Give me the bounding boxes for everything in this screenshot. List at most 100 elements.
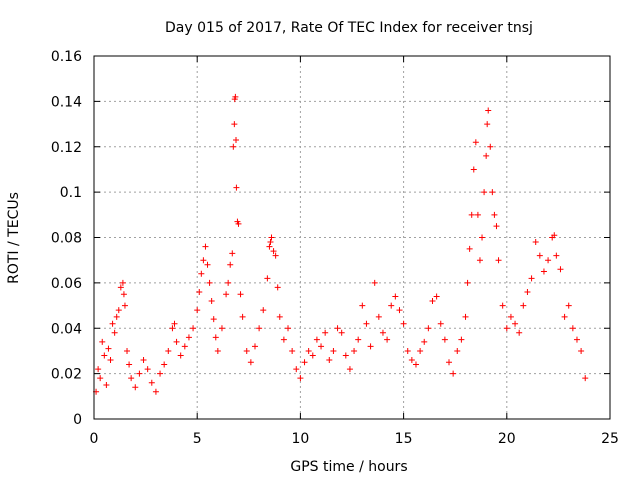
data-point: [476, 257, 483, 264]
data-point: [233, 136, 240, 143]
data-point: [551, 232, 558, 239]
data-point: [126, 361, 133, 368]
data-point: [260, 307, 267, 314]
grid-layer: [94, 56, 610, 419]
data-point: [346, 366, 353, 373]
data-point: [190, 325, 197, 332]
data-point: [173, 338, 180, 345]
data-point: [351, 347, 358, 354]
y-tick-label: 0.16: [51, 49, 82, 65]
data-point: [305, 347, 312, 354]
data-point: [107, 357, 114, 364]
data-point: [251, 343, 258, 350]
data-point: [493, 223, 500, 230]
data-point: [218, 325, 225, 332]
data-point: [247, 359, 254, 366]
data-point: [485, 107, 492, 114]
data-point: [266, 243, 273, 250]
data-point: [119, 279, 126, 286]
data-point: [561, 313, 568, 320]
data-point: [169, 325, 176, 332]
data-point: [503, 325, 510, 332]
data-point: [582, 375, 589, 382]
data-point: [313, 336, 320, 343]
data-point: [161, 361, 168, 368]
data-point: [367, 343, 374, 350]
data-point: [301, 359, 308, 366]
data-point: [136, 370, 143, 377]
data-point: [396, 307, 403, 314]
data-point: [225, 279, 232, 286]
y-tick-label: 0.06: [51, 276, 82, 292]
data-point: [470, 166, 477, 173]
data-point: [379, 329, 386, 336]
data-point: [429, 298, 436, 305]
y-tick-label: 0.12: [51, 140, 82, 156]
data-point: [481, 189, 488, 196]
data-point: [355, 336, 362, 343]
data-point: [267, 239, 274, 246]
data-point: [499, 302, 506, 309]
data-point: [516, 329, 523, 336]
data-point: [573, 336, 580, 343]
data-point: [272, 252, 279, 259]
data-point: [157, 370, 164, 377]
data-point: [181, 343, 188, 350]
data-point: [232, 93, 239, 100]
data-point: [569, 325, 576, 332]
data-point: [474, 211, 481, 218]
data-point: [421, 338, 428, 345]
data-point: [212, 334, 219, 341]
data-point: [375, 313, 382, 320]
data-point: [400, 320, 407, 327]
data-point: [268, 234, 275, 241]
data-point: [462, 313, 469, 320]
data-point: [231, 121, 238, 128]
data-point: [536, 252, 543, 259]
data-point: [274, 284, 281, 291]
data-point: [464, 279, 471, 286]
data-point: [171, 320, 178, 327]
data-point: [285, 325, 292, 332]
data-point: [441, 336, 448, 343]
data-point: [545, 257, 552, 264]
data-point: [487, 143, 494, 150]
x-tick-label: 10: [291, 431, 309, 447]
data-point: [144, 366, 151, 373]
data-point: [270, 248, 277, 255]
data-point: [408, 357, 415, 364]
data-point: [289, 347, 296, 354]
data-point: [565, 302, 572, 309]
data-point: [140, 357, 147, 364]
data-point: [495, 257, 502, 264]
data-point: [239, 313, 246, 320]
data-point: [194, 307, 201, 314]
y-tick-label: 0.1: [60, 185, 82, 201]
data-point: [458, 336, 465, 343]
data-point: [468, 211, 475, 218]
data-point: [322, 329, 329, 336]
data-point: [214, 347, 221, 354]
data-point: [280, 336, 287, 343]
data-point: [124, 347, 131, 354]
y-tick-label: 0.08: [51, 231, 82, 247]
plot-frame: [93, 55, 611, 420]
data-point: [363, 320, 370, 327]
data-point: [326, 357, 333, 364]
data-point: [507, 313, 514, 320]
data-point: [540, 268, 547, 275]
data-point: [202, 243, 209, 250]
x-tick-label: 20: [498, 431, 516, 447]
data-point: [404, 347, 411, 354]
data-point: [233, 184, 240, 191]
data-point: [103, 381, 110, 388]
y-tick-label: 0.02: [51, 367, 82, 383]
data-point: [297, 375, 304, 382]
x-axis-label: GPS time / hours: [290, 459, 407, 475]
data-point: [206, 279, 213, 286]
y-axis-label: ROTI / TECUs: [6, 192, 22, 284]
y-tick-label: 0: [73, 412, 82, 428]
data-point: [392, 293, 399, 300]
data-point: [109, 320, 116, 327]
